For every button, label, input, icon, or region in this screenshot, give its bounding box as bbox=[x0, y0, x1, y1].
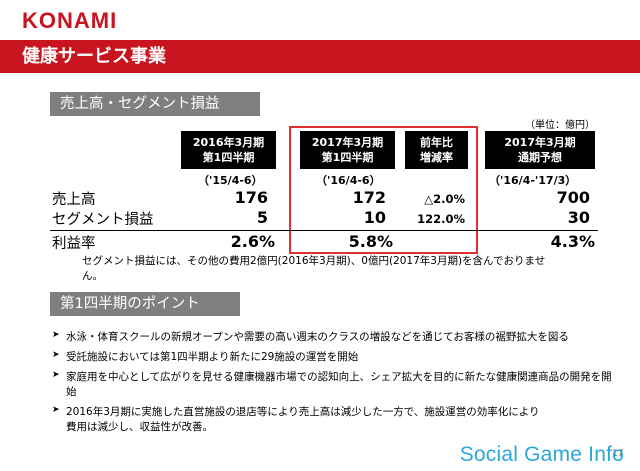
list-item: ➤ 水泳・体育スクールの新規オープンや需要の高い週末のクラスの増設などを通じてお… bbox=[52, 330, 612, 345]
chevron-right-icon: ➤ bbox=[52, 405, 60, 415]
page-number: 17 bbox=[612, 449, 624, 459]
unit-label: （単位：億円） bbox=[525, 120, 595, 131]
period-fy2017-forecast: （'16/4-'17/3） bbox=[489, 174, 577, 187]
column-header-line1: 2016年3月期 bbox=[192, 136, 265, 149]
bullet-text: 家庭用を中心として広がりを見せる健康機器市場での認知向上、シェア拡大を目的に新た… bbox=[66, 371, 612, 398]
value-sales-forecast: 700 bbox=[556, 188, 590, 207]
row-label-segment-profit: セグメント損益 bbox=[52, 212, 154, 228]
row-label-sales: 売上高 bbox=[52, 192, 96, 208]
footnote: セグメント損益には、その他の費用2億円(2016年3月期)、0億円(2017年3… bbox=[82, 255, 546, 282]
column-header-line1: 前年比 bbox=[420, 136, 453, 149]
list-item: ➤ 2016年3月期に実施した直営施設の退店等により売上高は減少した一方で、施設… bbox=[52, 405, 612, 435]
value-margin-fy2016-q1: 2.6% bbox=[230, 232, 275, 251]
chevron-right-icon: ➤ bbox=[52, 350, 60, 360]
value-sales-fy2017-q1: 172 bbox=[352, 188, 386, 207]
chevron-right-icon: ➤ bbox=[52, 330, 60, 340]
column-header-line2: 通期予想 bbox=[518, 151, 562, 164]
page-title: 健康サービス事業 bbox=[22, 46, 166, 67]
watermark-logo: Social Game Info bbox=[459, 443, 624, 466]
bullet-list: ➤ 水泳・体育スクールの新規オープンや需要の高い週末のクラスの増設などを通じてお… bbox=[52, 330, 612, 435]
column-header-yoy: 前年比 増減率 bbox=[405, 131, 468, 169]
column-header-line1: 2017年3月期 bbox=[504, 136, 576, 149]
value-margin-forecast: 4.3% bbox=[550, 232, 595, 251]
value-segment-forecast: 30 bbox=[567, 208, 590, 227]
konami-logo: KONAMI bbox=[22, 8, 118, 33]
column-header-line2: 第1四半期 bbox=[202, 151, 255, 164]
column-header-line2: 増減率 bbox=[420, 151, 453, 164]
value-margin-fy2017-q1: 5.8% bbox=[348, 232, 393, 251]
value-sales-fy2016-q1: 176 bbox=[234, 188, 268, 207]
highlight-box bbox=[289, 126, 478, 254]
value-segment-fy2016-q1: 5 bbox=[256, 208, 268, 227]
column-header-fy2016-q1: 2016年3月期 第1四半期 bbox=[181, 131, 276, 169]
period-fy2016-q1: （'15/4-6） bbox=[198, 174, 263, 187]
bullet-text: 水泳・体育スクールの新規オープンや需要の高い週末のクラスの増設などを通じてお客様… bbox=[66, 331, 569, 343]
chevron-right-icon: ➤ bbox=[52, 370, 60, 380]
bullet-text: 受託施設においては第1四半期より新たに29施設の運営を開始 bbox=[66, 351, 359, 363]
column-header-line1: 2017年3月期 bbox=[311, 136, 384, 149]
table-divider bbox=[50, 230, 598, 231]
list-item: ➤ 家庭用を中心として広がりを見せる健康機器市場での認知向上、シェア拡大を目的に… bbox=[52, 370, 612, 400]
list-item: ➤ 受託施設においては第1四半期より新たに29施設の運営を開始 bbox=[52, 350, 612, 365]
period-fy2017-q1: （'16/4-6） bbox=[316, 174, 381, 187]
column-header-fy2017-q1: 2017年3月期 第1四半期 bbox=[300, 131, 395, 169]
title-bar bbox=[0, 40, 640, 73]
value-segment-yoy: 122.0% bbox=[417, 212, 465, 226]
value-segment-fy2017-q1: 10 bbox=[363, 208, 386, 227]
row-label-profit-margin: 利益率 bbox=[52, 236, 96, 252]
section-header-points: 第1四半期のポイント bbox=[50, 292, 240, 316]
column-header-fy2017-forecast: 2017年3月期 通期予想 bbox=[485, 131, 595, 169]
bullet-text: 2016年3月期に実施した直営施設の退店等により売上高は減少した一方で、施設運営… bbox=[66, 406, 540, 433]
column-header-line2: 第1四半期 bbox=[321, 151, 374, 164]
value-sales-yoy: △2.0% bbox=[424, 192, 465, 206]
section-header-sales: 売上高・セグメント損益 bbox=[50, 92, 260, 116]
